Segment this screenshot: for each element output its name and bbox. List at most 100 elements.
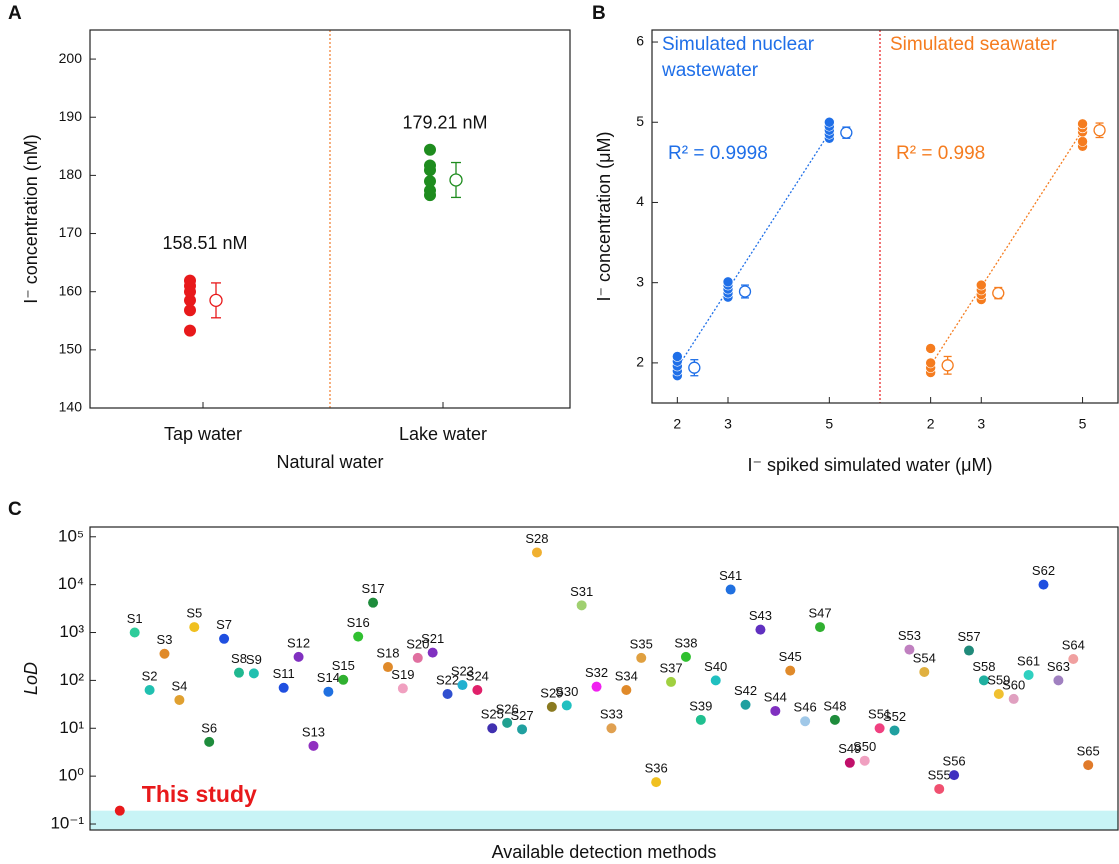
point-label: S27 — [510, 708, 533, 723]
data-point — [606, 723, 617, 734]
point-label: S5 — [186, 606, 202, 621]
y-tick-label: 190 — [59, 108, 83, 124]
x-axis-label: Natural water — [276, 452, 383, 472]
data-point — [993, 688, 1004, 699]
y-tick-label: 5 — [636, 113, 644, 129]
point-label: S23 — [451, 663, 474, 678]
x-tick-label: 3 — [977, 416, 985, 432]
mean-point — [449, 173, 463, 187]
mean-point — [209, 293, 223, 308]
data-point — [442, 688, 453, 699]
value-label: 179.21 nM — [402, 113, 487, 133]
point-label: S57 — [957, 629, 980, 644]
point-label: S3 — [157, 632, 173, 647]
data-point — [710, 675, 721, 686]
y-tick-label: 3 — [636, 273, 644, 289]
data-point — [964, 645, 975, 656]
panel-letter: A — [8, 3, 22, 24]
data-point — [874, 723, 885, 734]
data-point — [189, 622, 200, 633]
y-tick-label: 10⁻¹ — [50, 814, 84, 833]
data-point — [531, 547, 542, 558]
data-point — [323, 686, 334, 697]
data-point — [502, 717, 513, 728]
y-tick-label: 10⁵ — [58, 526, 84, 545]
point-label: S59 — [987, 672, 1010, 687]
point-label: S30 — [555, 684, 578, 699]
point-label: S31 — [570, 584, 593, 599]
panel-letter: B — [592, 3, 606, 24]
point-label: S63 — [1047, 659, 1070, 674]
data-point — [925, 357, 936, 369]
highlight-point — [114, 805, 125, 816]
data-point — [1077, 118, 1088, 130]
data-point — [308, 740, 319, 751]
x-tick-label: 2 — [927, 416, 935, 432]
point-label: S64 — [1062, 637, 1085, 652]
x-tick-label: 5 — [1079, 416, 1087, 432]
y-tick-label: 10¹ — [59, 718, 84, 737]
data-point — [755, 624, 766, 635]
point-label: S54 — [913, 650, 936, 665]
group-name: Simulated seawater — [890, 34, 1057, 55]
data-point — [412, 652, 423, 663]
group-label-box: Simulated nuclear wastewater — [662, 34, 814, 81]
point-label: S61 — [1017, 653, 1040, 668]
point-label: S13 — [302, 724, 325, 739]
mean-point — [688, 361, 701, 374]
point-label: S41 — [719, 568, 742, 583]
point-label: S1 — [127, 611, 143, 626]
x-tick-label: 2 — [673, 416, 681, 432]
data-point — [184, 274, 196, 287]
highlight-band — [90, 810, 1118, 830]
data-point — [424, 159, 436, 172]
data-point — [740, 699, 751, 710]
point-label: S28 — [525, 531, 548, 546]
data-point — [770, 705, 781, 716]
point-label: S19 — [391, 667, 414, 682]
mean-point — [992, 286, 1005, 300]
data-point — [576, 600, 587, 611]
point-label: S52 — [883, 709, 906, 724]
point-label: S51 — [868, 707, 891, 722]
y-tick-label: 6 — [636, 33, 644, 49]
point-label: S38 — [674, 635, 697, 650]
data-point — [800, 716, 811, 727]
data-point — [680, 651, 691, 662]
data-point — [1038, 579, 1049, 590]
point-label: S18 — [376, 645, 399, 660]
group-label-box: Simulated seawater — [890, 34, 1057, 55]
data-point — [546, 701, 557, 712]
data-point — [672, 351, 683, 362]
data-point — [338, 674, 349, 685]
point-label: S25 — [481, 707, 504, 722]
data-point — [204, 736, 215, 747]
data-point — [919, 666, 930, 677]
y-tick-label: 10⁰ — [58, 766, 84, 785]
point-label: S44 — [764, 689, 787, 704]
point-label: S6 — [201, 720, 217, 735]
data-point — [844, 757, 855, 768]
fit-line — [930, 129, 1084, 366]
y-tick-label: 170 — [59, 224, 83, 240]
point-label: S2 — [142, 668, 158, 683]
data-point — [427, 647, 438, 658]
data-point — [695, 714, 706, 725]
data-point — [353, 631, 364, 642]
x-tick-label: 3 — [724, 416, 732, 432]
data-point — [1077, 136, 1088, 147]
point-label: S50 — [853, 739, 876, 754]
data-point — [1068, 653, 1079, 664]
point-label: S34 — [615, 668, 638, 683]
fit-line — [676, 132, 830, 369]
data-point — [144, 685, 155, 696]
data-point — [457, 680, 468, 691]
data-point — [487, 723, 498, 734]
point-label: S22 — [436, 672, 459, 687]
data-point — [975, 279, 987, 291]
data-point — [278, 682, 289, 693]
y-tick-label: 140 — [59, 399, 83, 415]
y-tick-label: 200 — [59, 50, 83, 66]
